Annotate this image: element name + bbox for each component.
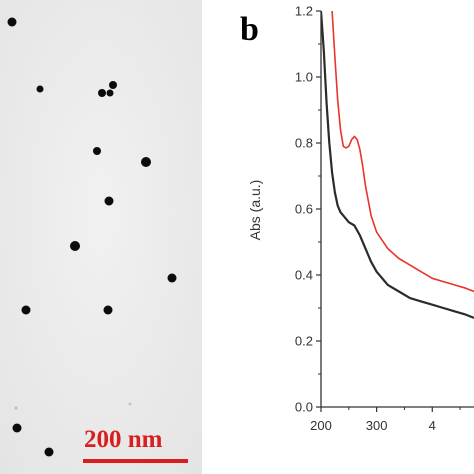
- nanoparticle: [106, 89, 114, 97]
- y-axis-title: Abs (a.u.): [247, 180, 263, 241]
- nanoparticle: [167, 273, 177, 283]
- nanoparticle: [109, 81, 117, 89]
- y-tick-label: 1.2: [295, 4, 313, 19]
- absorbance-chart: b Abs (a.u.) 0.0 0.2 0.4 0.6 0.8 1.0 1.2 200 300…: [240, 4, 474, 433]
- faint-speck: [14, 406, 18, 410]
- nanoparticle: [70, 241, 80, 251]
- x-tick-label: 4: [429, 418, 436, 433]
- x-tick-label: 200: [310, 418, 332, 433]
- scale-bar-label: 200 nm: [84, 426, 163, 453]
- y-tick-label: 0.0: [295, 400, 313, 415]
- y-tick-label: 0.6: [295, 202, 313, 217]
- nanoparticle: [103, 305, 113, 315]
- nanoparticles: [7, 17, 177, 457]
- nanoparticle: [36, 85, 44, 93]
- y-tick-label: 0.4: [295, 268, 313, 283]
- faint-speck: [128, 402, 132, 406]
- nanoparticle: [21, 305, 31, 315]
- nanoparticle: [7, 17, 17, 27]
- tem-micrograph: 200 nm: [0, 0, 202, 474]
- micrograph-background: [0, 0, 202, 474]
- y-tick-label: 1.0: [295, 70, 313, 85]
- series-line: [331, 11, 474, 293]
- y-tick-label: 0.2: [295, 334, 313, 349]
- nanoparticle: [104, 196, 114, 206]
- nanoparticle: [12, 423, 22, 433]
- panel-label: b: [240, 11, 259, 48]
- x-tick-label: 300: [366, 418, 388, 433]
- y-tick-label: 0.8: [295, 136, 313, 151]
- nanoparticle: [44, 447, 54, 457]
- nanoparticle: [98, 89, 106, 97]
- series-line: [321, 11, 474, 319]
- nanoparticle: [141, 157, 151, 167]
- series-layer: [321, 11, 474, 319]
- axes-layer: 0.0 0.2 0.4 0.6 0.8 1.0 1.2 200 300 4: [295, 4, 474, 433]
- nanoparticle: [93, 147, 101, 155]
- scale-bar: [83, 459, 188, 463]
